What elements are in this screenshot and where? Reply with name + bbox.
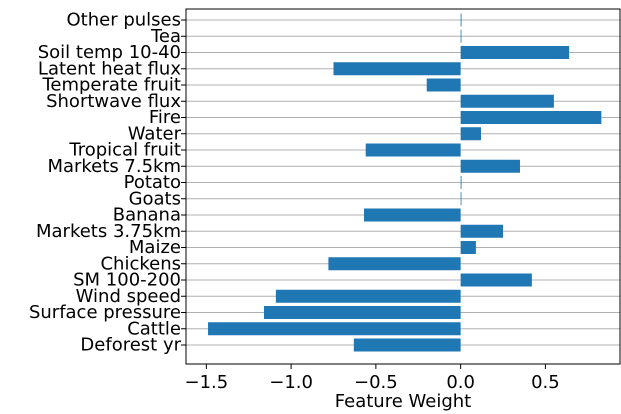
x-tick-label: 0.5 [531,372,560,393]
y-tick-label: Goats [129,188,181,209]
bar [460,273,532,287]
bar [460,224,504,238]
y-tick-label: Banana [113,205,181,226]
bar [208,322,461,336]
x-tick-label: 0.0 [446,372,475,393]
x-tick-label: −1.5 [184,372,228,393]
y-tick-label: Water [128,123,182,144]
bar [460,111,602,124]
y-tick-label: Fire [149,107,181,128]
y-tick-label: Temperate fruit [41,75,181,96]
bar [460,127,481,141]
plot-frame [185,8,621,365]
bars [208,13,602,352]
y-tick-label: Wind speed [76,286,181,307]
bar [460,176,462,189]
x-axis-label: Feature Weight [335,391,471,412]
x-tick-label: −1.0 [269,372,313,393]
y-tick-label: Latent heat flux [38,58,181,79]
bar [460,94,554,108]
y-tick-label: Markets 7.5km [47,156,181,177]
y-tick-label: Surface pressure [29,302,181,323]
y-tick-label: Soil temp 10-40 [38,42,181,63]
y-tick-label: Cattle [127,318,181,339]
bar [460,29,462,43]
bar [460,13,462,27]
y-tick-label: Tea [150,26,181,47]
y-tick-label: Other pulses [67,10,182,31]
y-tick-label: SM 100-200 [73,270,181,291]
y-tick-label: Shortwave flux [46,91,181,112]
bar [263,306,461,319]
x-tick-label: −0.5 [354,372,398,393]
y-tick-label: Markets 3.75km [36,221,181,242]
bar [426,78,461,92]
bar [353,338,461,352]
bar [275,289,461,303]
bar [460,241,476,254]
bar [328,257,461,271]
x-axis-ticks: −1.5 −1.0 −0.5 0.0 0.5 [184,364,560,393]
bar [460,159,520,173]
bar [460,192,462,206]
y-tick-label: Maize [129,237,181,258]
y-tick-label: Potato [124,172,181,193]
bar [364,208,461,222]
bar [333,62,461,76]
y-tick-label: Chickens [100,253,181,274]
bar [365,143,461,157]
y-tick-label: Tropical fruit [68,140,181,161]
bar [460,46,570,59]
y-tick-label: Deforest yr [80,335,181,356]
